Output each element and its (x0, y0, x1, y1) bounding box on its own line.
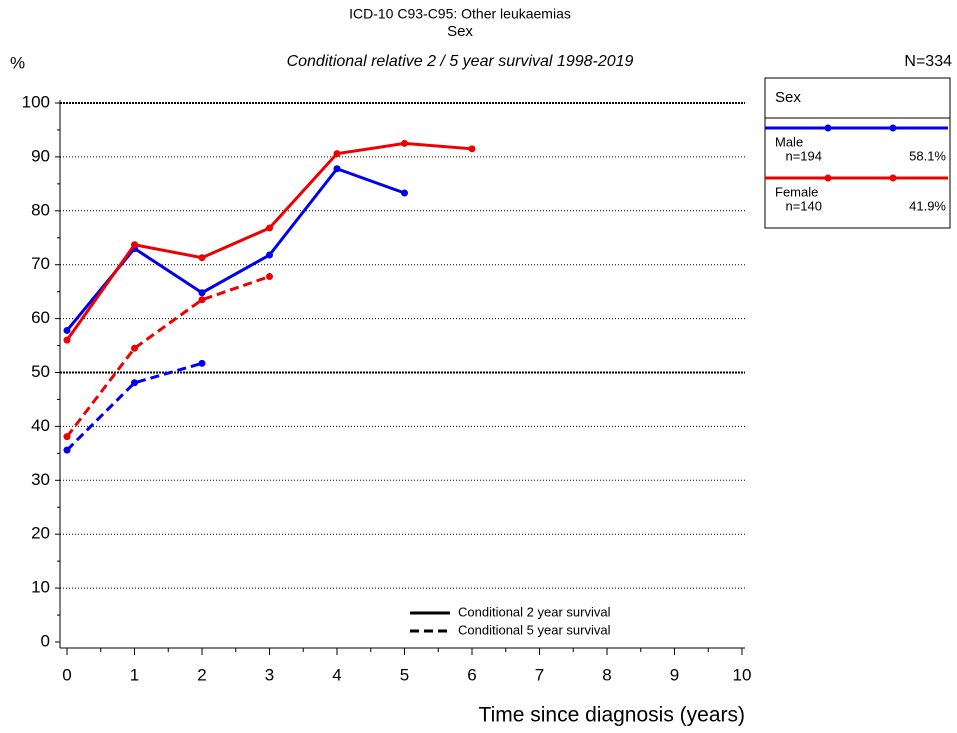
legend-marker (824, 174, 832, 182)
x-tick-label: 9 (670, 665, 679, 684)
data-point (63, 336, 71, 344)
data-point (468, 145, 476, 153)
data-point (63, 446, 71, 454)
legend-share: 58.1% (909, 148, 946, 163)
y-tick-label: 0 (41, 631, 50, 650)
data-point (198, 359, 206, 367)
y-tick-label: 30 (31, 470, 50, 489)
x-tick-label: 10 (733, 665, 752, 684)
x-tick-label: 8 (602, 665, 611, 684)
x-tick-label: 2 (197, 665, 206, 684)
y-tick-label: 100 (22, 92, 50, 111)
series-line (65, 141, 473, 342)
x-tick-label: 4 (332, 665, 341, 684)
style-legend-label: Conditional 2 year survival (458, 604, 611, 619)
x-tick-label: 3 (265, 665, 274, 684)
x-tick-label: 0 (62, 665, 71, 684)
series-line (65, 275, 270, 438)
legend-box (764, 77, 951, 229)
total-label: N=334 (904, 53, 952, 70)
legend-title: Sex (775, 89, 801, 106)
legend-label: Female (775, 184, 818, 199)
data-point (198, 254, 206, 262)
data-point (131, 241, 138, 249)
data-point (266, 224, 273, 232)
data-point (266, 273, 273, 281)
chart-subtitle: Sex (447, 23, 473, 40)
legend-count: n=194 (785, 148, 822, 163)
series-line (65, 361, 203, 452)
data-point (401, 139, 408, 147)
legend-marker (889, 174, 897, 182)
y-tick-label: 60 (31, 308, 50, 327)
x-axis-label: Time since diagnosis (years) (479, 704, 745, 727)
y-tick-label: 20 (31, 524, 50, 543)
legend-label: Male (775, 134, 803, 149)
data-point (266, 251, 273, 259)
y-tick-label: 40 (31, 416, 50, 435)
y-tick-label: 10 (31, 578, 50, 597)
x-tick-label: 1 (130, 665, 139, 684)
legend-count: n=140 (785, 198, 822, 213)
x-tick-label: 6 (467, 665, 476, 684)
legend-marker (824, 124, 832, 132)
data-point (401, 189, 408, 197)
chart-title: ICD-10 C93-C95: Other leukaemias (349, 6, 571, 22)
data-point (333, 165, 341, 173)
x-tick-label: 5 (400, 665, 409, 684)
legend-share: 41.9% (909, 198, 946, 213)
data-point (131, 379, 138, 387)
legend-marker (889, 124, 897, 132)
data-point (131, 344, 138, 352)
data-point (333, 150, 341, 158)
y-tick-label: 90 (31, 146, 50, 165)
x-tick-label: 7 (535, 665, 544, 684)
style-legend-label: Conditional 5 year survival (458, 622, 611, 637)
series-line (65, 166, 406, 332)
chart-caption: Conditional relative 2 / 5 year survival… (287, 53, 634, 70)
y-axis-label: % (10, 53, 25, 72)
y-tick-label: 80 (31, 200, 50, 219)
data-point (198, 296, 206, 304)
data-point (198, 289, 206, 297)
data-point (63, 433, 71, 441)
y-tick-label: 50 (31, 362, 50, 381)
y-tick-label: 70 (31, 254, 50, 273)
data-point (63, 326, 71, 334)
